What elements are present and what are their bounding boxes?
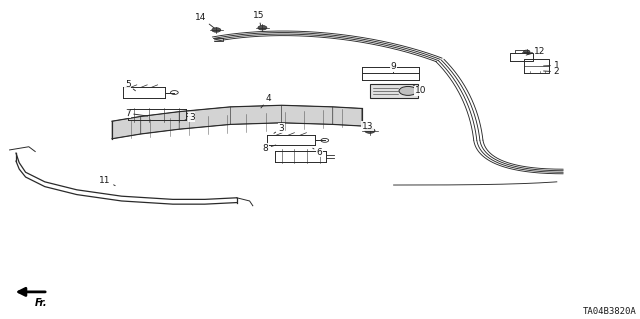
Text: 12: 12 (526, 47, 546, 56)
Text: 5: 5 (125, 80, 136, 91)
Polygon shape (333, 107, 362, 126)
Text: 6: 6 (313, 148, 323, 157)
Circle shape (399, 86, 417, 95)
Text: Fr.: Fr. (35, 298, 48, 308)
Polygon shape (112, 116, 141, 139)
Text: 4: 4 (261, 94, 271, 108)
Text: 7: 7 (125, 109, 148, 118)
Circle shape (258, 26, 267, 30)
Text: 3: 3 (185, 113, 195, 122)
Polygon shape (230, 105, 282, 124)
Circle shape (524, 50, 530, 53)
Text: 9: 9 (390, 63, 396, 73)
Text: 15: 15 (253, 11, 264, 25)
Text: 14: 14 (195, 13, 214, 28)
Text: TA04B3820A: TA04B3820A (583, 307, 637, 316)
Text: 2: 2 (543, 67, 559, 76)
Circle shape (212, 28, 221, 32)
Polygon shape (141, 112, 179, 134)
Polygon shape (282, 105, 333, 124)
Text: 11: 11 (99, 176, 115, 186)
Polygon shape (179, 107, 230, 129)
FancyBboxPatch shape (370, 84, 417, 98)
Circle shape (365, 128, 375, 133)
Text: 1: 1 (543, 61, 559, 70)
Text: 3: 3 (274, 124, 284, 133)
Text: 10: 10 (413, 85, 426, 95)
Text: 13: 13 (362, 122, 373, 130)
Text: 8: 8 (262, 144, 276, 153)
